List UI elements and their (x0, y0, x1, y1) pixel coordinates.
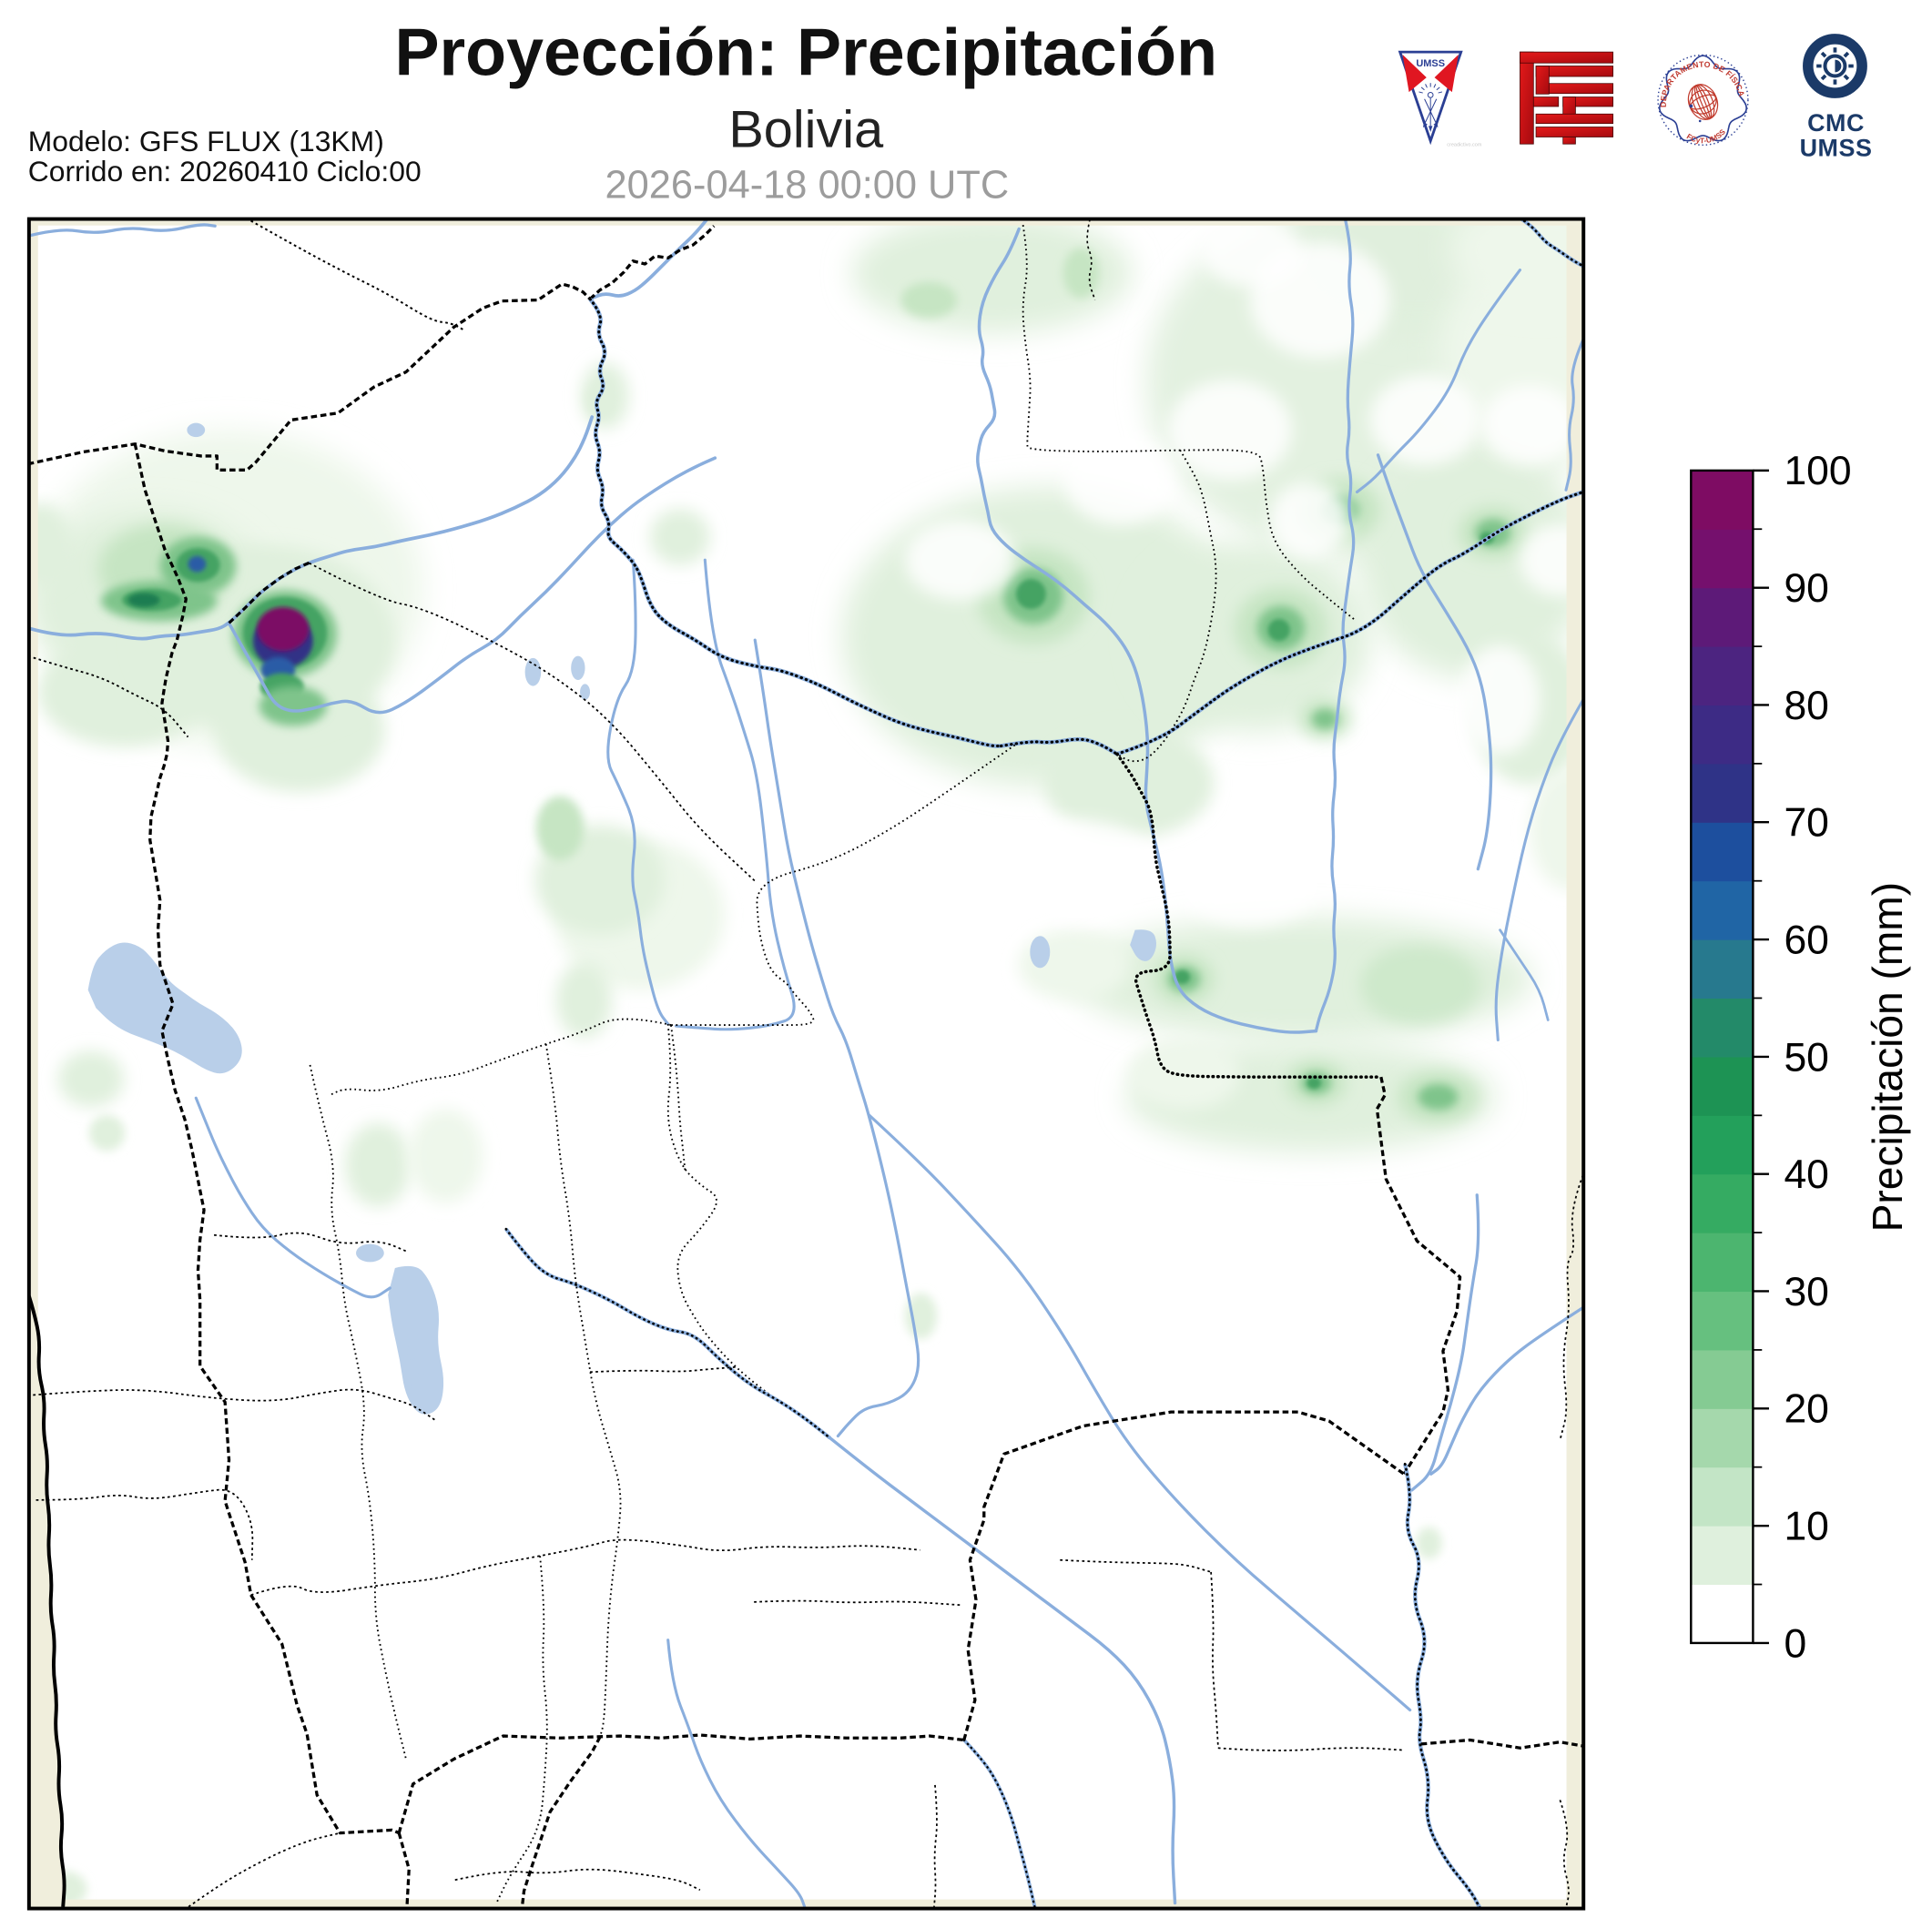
svg-text:40: 40 (1784, 1152, 1828, 1197)
svg-text:Modelo: GFS FLUX (13KM): Modelo: GFS FLUX (13KM) (28, 125, 384, 157)
svg-text:30: 30 (1784, 1270, 1828, 1314)
svg-text:80: 80 (1784, 684, 1828, 728)
svg-text:UMSS: UMSS (1416, 58, 1445, 69)
svg-text:Precipitación (mm): Precipitación (mm) (1864, 882, 1911, 1232)
svg-text:10: 10 (1784, 1505, 1828, 1549)
svg-text:Bolivia: Bolivia (728, 100, 884, 158)
svg-text:creadictivo.com: creadictivo.com (1447, 142, 1482, 147)
svg-text:2026-04-18 00:00 UTC: 2026-04-18 00:00 UTC (605, 164, 1010, 208)
svg-text:0: 0 (1784, 1621, 1806, 1666)
svg-text:90: 90 (1784, 566, 1828, 611)
svg-text:20: 20 (1784, 1387, 1828, 1432)
svg-text:Proyección: Precipitación: Proyección: Precipitación (394, 14, 1217, 89)
svg-text:CMC: CMC (1807, 109, 1865, 137)
svg-text:100: 100 (1784, 449, 1851, 493)
svg-text:60: 60 (1784, 918, 1828, 962)
svg-text:UMSS: UMSS (1800, 134, 1873, 161)
svg-text:70: 70 (1784, 801, 1828, 846)
svg-text:Corrido en: 20260410 Ciclo:00: Corrido en: 20260410 Ciclo:00 (28, 155, 422, 188)
svg-text:50: 50 (1784, 1035, 1828, 1080)
